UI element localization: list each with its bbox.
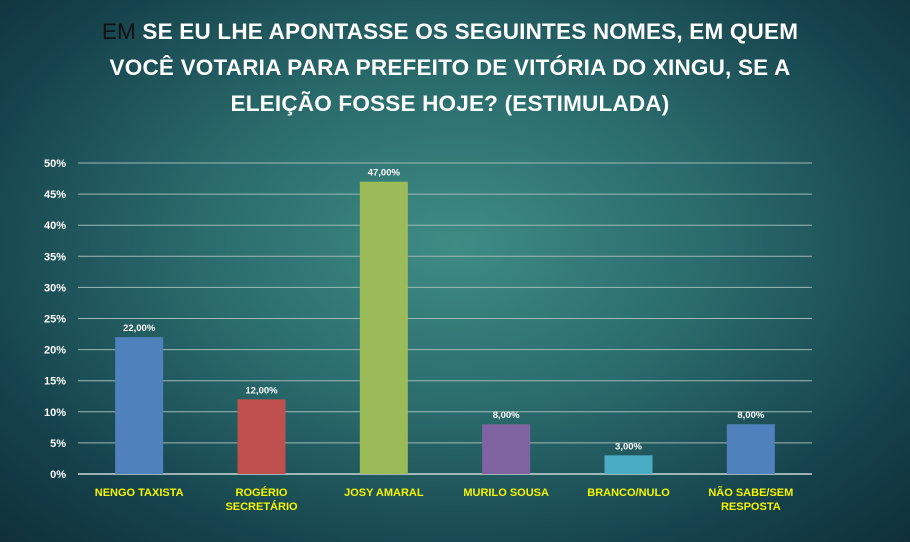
y-tick-label: 30% bbox=[44, 282, 66, 294]
data-label: 22,00% bbox=[123, 323, 156, 334]
y-tick-label: 0% bbox=[50, 469, 66, 481]
x-tick-label: ROGÉRIO bbox=[236, 486, 288, 499]
chart-title-text: SE EU LHE APONTASSE OS SEGUINTES NOMES, … bbox=[109, 19, 799, 116]
y-tick-label: 45% bbox=[44, 189, 66, 201]
y-tick-label: 20% bbox=[44, 345, 66, 357]
bar bbox=[359, 181, 408, 474]
x-tick-label: MURILO SOUSA bbox=[463, 487, 549, 499]
data-label: 47,00% bbox=[368, 168, 401, 179]
data-label: 12,00% bbox=[245, 385, 278, 396]
bar bbox=[115, 337, 164, 474]
y-tick-label: 25% bbox=[44, 314, 66, 326]
chart-title-prefix: EM bbox=[101, 19, 136, 44]
y-tick-label: 5% bbox=[50, 438, 66, 450]
x-tick-label: NENGO TAXISTA bbox=[95, 487, 184, 499]
x-tick-label: RESPOSTA bbox=[721, 501, 781, 513]
y-tick-label: 35% bbox=[44, 251, 66, 263]
y-tick-label: 15% bbox=[44, 376, 66, 388]
data-label: 3,00% bbox=[615, 441, 642, 452]
data-label: 8,00% bbox=[737, 410, 764, 421]
bar bbox=[726, 424, 775, 474]
chart-title: EM SE EU LHE APONTASSE OS SEGUINTES NOME… bbox=[90, 14, 810, 122]
y-tick-label: 40% bbox=[44, 220, 66, 232]
y-tick-label: 10% bbox=[44, 407, 66, 419]
bar bbox=[237, 399, 286, 474]
bar bbox=[482, 424, 531, 474]
x-tick-label: BRANCO/NULO bbox=[587, 487, 670, 499]
x-tick-label: SECRETÁRIO bbox=[225, 500, 298, 513]
y-tick-label: 50% bbox=[44, 158, 66, 170]
bar bbox=[604, 455, 653, 474]
x-tick-label: NÃO SABE/SEM bbox=[708, 486, 793, 499]
data-label: 8,00% bbox=[493, 410, 520, 421]
x-tick-label: JOSY AMARAL bbox=[344, 487, 424, 499]
